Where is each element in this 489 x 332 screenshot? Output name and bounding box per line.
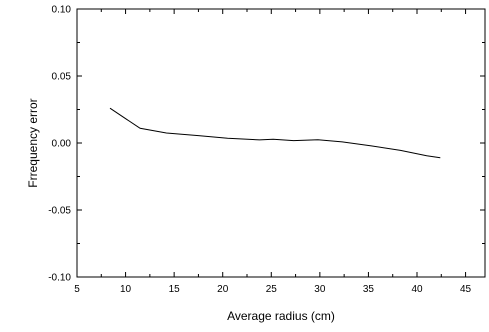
plot-frame	[76, 8, 486, 278]
x-tick-label: 45	[460, 284, 472, 295]
series-group	[109, 107, 441, 159]
y-tick-label: -0.10	[48, 273, 71, 284]
axis-ticks	[76, 8, 485, 278]
y-tick-label: 0.00	[52, 139, 72, 150]
x-axis-title: Average radius (cm)	[227, 309, 335, 323]
x-tick-label: 5	[74, 284, 80, 295]
x-tick-label: 10	[120, 284, 132, 295]
x-tick-label: 35	[363, 284, 375, 295]
x-tick-label: 20	[217, 284, 229, 295]
x-tick-label: 30	[314, 284, 326, 295]
axis-tick-labels: 5 10 15 20 25 30 35 40 45 -0.10 -0.05 0.00 0.05 0.10	[48, 5, 471, 296]
y-tick-label: -0.05	[48, 206, 71, 217]
series-line	[109, 107, 441, 159]
y-tick-label: 0.05	[52, 72, 72, 83]
x-tick-label: 40	[411, 284, 423, 295]
y-axis-title: Frrequency error	[26, 98, 40, 187]
x-tick-label: 15	[169, 284, 181, 295]
x-tick-label: 25	[266, 284, 278, 295]
y-tick-label: 0.10	[52, 5, 72, 16]
